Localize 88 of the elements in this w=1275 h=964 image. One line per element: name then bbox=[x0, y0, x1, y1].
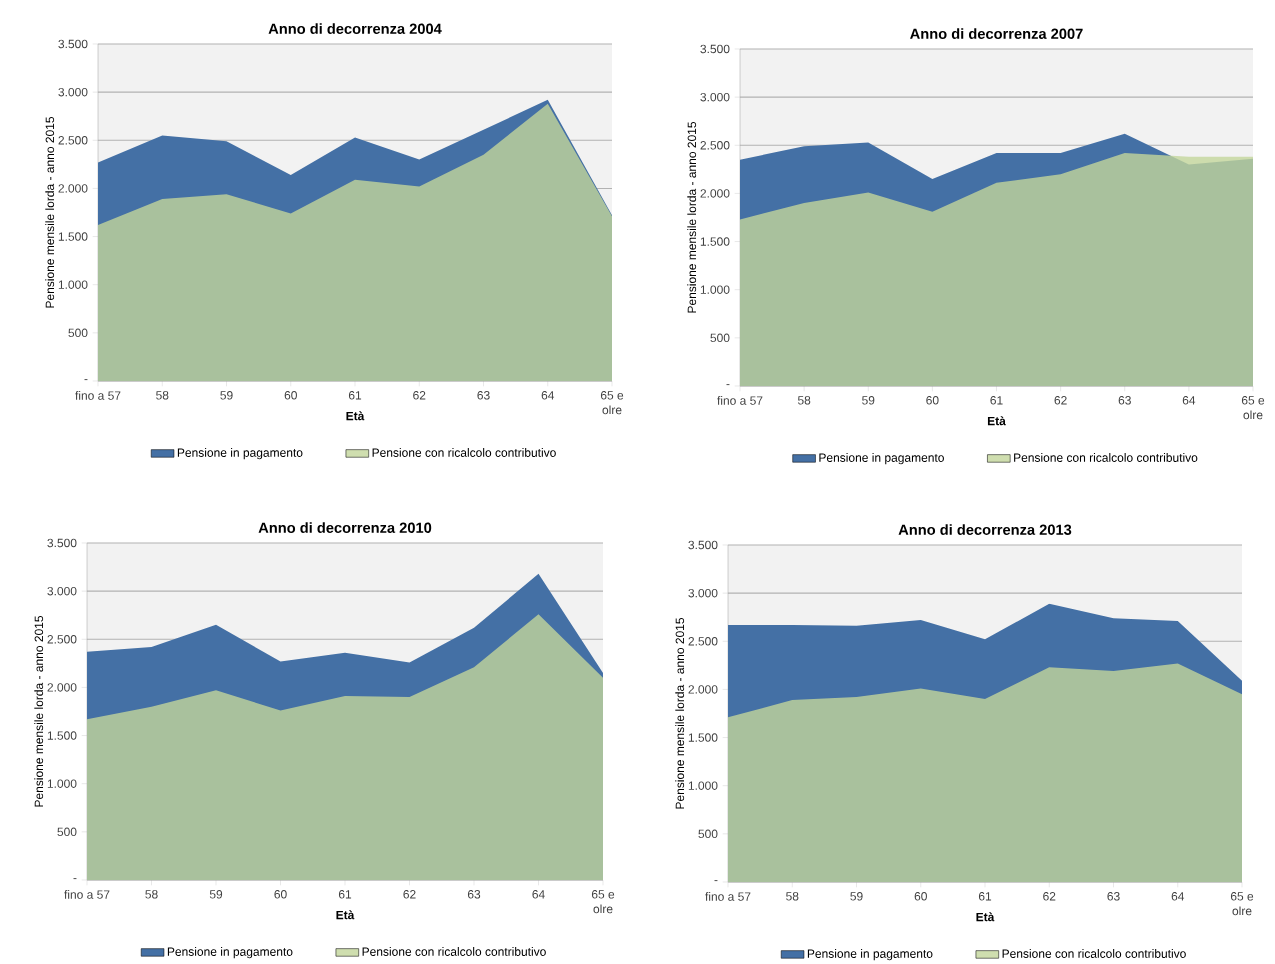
x-tick-label: 60 bbox=[914, 892, 927, 901]
y-tick-label: - bbox=[714, 880, 718, 882]
x-axis-title: Età bbox=[976, 912, 995, 922]
chart-title: Anno di decorrenza 2013 bbox=[898, 524, 1072, 535]
y-tick-label: 3.000 bbox=[688, 588, 718, 598]
y-axis-title: Pensione mensile lorda - anno 2015 bbox=[45, 116, 55, 308]
y-tick-label: 2.500 bbox=[58, 136, 88, 145]
x-tick-label: 62 bbox=[403, 890, 416, 899]
legend-label: Pensione in pagamento bbox=[807, 949, 933, 961]
y-tick-label: 500 bbox=[698, 829, 718, 839]
y-tick-label: 2.500 bbox=[688, 637, 718, 646]
x-tick-label: 58 bbox=[145, 890, 158, 899]
x-tick-label: 65 e olre bbox=[591, 890, 615, 914]
x-tick-label: 59 bbox=[220, 391, 233, 400]
y-tick-label: 1.500 bbox=[58, 232, 88, 241]
x-tick-label: 65 e olre bbox=[600, 391, 624, 415]
y-axis-title: Pensione mensile lorda - anno 2015 bbox=[34, 615, 44, 807]
y-tick-label: 2.500 bbox=[47, 635, 77, 644]
y-tick-label: 1.500 bbox=[700, 237, 730, 246]
y-tick-label: 3.500 bbox=[58, 39, 88, 49]
x-tick-label: fino a 57 bbox=[717, 396, 763, 405]
x-tick-label: 65 e olre bbox=[1230, 892, 1254, 916]
x-tick-label: 62 bbox=[413, 391, 426, 400]
chart-title: Anno di decorrenza 2007 bbox=[910, 28, 1083, 39]
legend-label: Pensione in pagamento bbox=[167, 947, 293, 959]
legend-label: Pensione in pagamento bbox=[177, 448, 303, 460]
x-tick-label: fino a 57 bbox=[64, 890, 110, 899]
x-axis-title: Età bbox=[987, 416, 1006, 426]
y-tick-label: 1.000 bbox=[58, 280, 88, 289]
legend-label: Pensione in pagamento bbox=[819, 453, 944, 465]
y-tick-label: 3.500 bbox=[47, 538, 77, 548]
y-tick-label: 500 bbox=[57, 827, 77, 837]
y-tick-label: 2.000 bbox=[700, 189, 730, 198]
legend-label: Pensione con ricalcolo contributivo bbox=[1014, 453, 1198, 462]
chart-title: Anno di decorrenza 2010 bbox=[258, 522, 432, 533]
x-tick-label: 64 bbox=[532, 890, 545, 899]
x-tick-label: 65 e olre bbox=[1241, 396, 1265, 420]
x-tick-label: 58 bbox=[797, 396, 811, 405]
legend-label: Pensione con ricalcolo contributivo bbox=[1002, 949, 1186, 958]
x-tick-label: 64 bbox=[1171, 892, 1185, 901]
x-tick-label: 61 bbox=[978, 892, 992, 901]
x-tick-label: 59 bbox=[850, 892, 863, 901]
y-tick-label: 1.000 bbox=[688, 781, 718, 790]
x-tick-label: 64 bbox=[541, 391, 555, 400]
x-tick-label: 61 bbox=[990, 396, 1003, 405]
y-tick-label: 3.500 bbox=[700, 44, 730, 54]
chart-title: Anno di decorrenza 2004 bbox=[268, 23, 442, 34]
y-tick-label: 2.000 bbox=[58, 184, 88, 193]
y-tick-label: - bbox=[73, 878, 77, 880]
x-tick-label: fino a 57 bbox=[75, 391, 121, 400]
y-tick-label: - bbox=[84, 379, 88, 381]
x-tick-label: 59 bbox=[862, 396, 875, 405]
x-axis-title: Età bbox=[346, 411, 365, 421]
y-tick-label: 1.000 bbox=[47, 779, 77, 788]
legend-label: Pensione con ricalcolo contributivo bbox=[362, 947, 546, 956]
x-tick-label: 63 bbox=[467, 890, 481, 899]
y-tick-label: 1.000 bbox=[700, 285, 730, 294]
x-tick-label: 60 bbox=[284, 391, 297, 400]
x-tick-label: 60 bbox=[926, 396, 939, 405]
y-tick-label: 2.000 bbox=[688, 685, 718, 694]
y-tick-label: 500 bbox=[710, 333, 730, 343]
y-tick-label: 1.500 bbox=[688, 733, 718, 742]
y-tick-label: 500 bbox=[68, 328, 88, 338]
x-tick-label: 62 bbox=[1043, 892, 1056, 901]
x-tick-label: 58 bbox=[156, 391, 169, 400]
x-tick-label: 63 bbox=[1107, 892, 1120, 901]
x-axis-title: Età bbox=[336, 910, 355, 920]
y-tick-label: 3.500 bbox=[688, 540, 718, 550]
x-tick-label: 62 bbox=[1054, 396, 1067, 405]
x-tick-label: 58 bbox=[786, 892, 799, 901]
x-tick-label: 64 bbox=[1182, 396, 1196, 405]
y-tick-label: 3.000 bbox=[700, 92, 730, 102]
y-tick-label: - bbox=[726, 384, 730, 386]
x-tick-label: 63 bbox=[1118, 396, 1131, 405]
y-tick-label: 2.500 bbox=[700, 141, 730, 150]
y-tick-label: 1.500 bbox=[47, 731, 77, 740]
legend-label: Pensione con ricalcolo contributivo bbox=[372, 448, 556, 457]
x-tick-label: 61 bbox=[338, 890, 352, 899]
y-tick-label: 2.000 bbox=[47, 683, 77, 692]
y-tick-label: 3.000 bbox=[58, 87, 88, 97]
x-tick-label: 63 bbox=[477, 391, 490, 400]
y-tick-label: 3.000 bbox=[47, 586, 77, 596]
x-tick-label: 59 bbox=[209, 890, 223, 899]
y-axis-title: Pensione mensile lorda - anno 2015 bbox=[675, 617, 685, 809]
x-tick-label: 61 bbox=[348, 391, 362, 400]
x-tick-label: 60 bbox=[274, 890, 287, 899]
x-tick-label: fino a 57 bbox=[705, 892, 751, 901]
y-axis-title: Pensione mensile lorda - anno 2015 bbox=[687, 121, 697, 313]
